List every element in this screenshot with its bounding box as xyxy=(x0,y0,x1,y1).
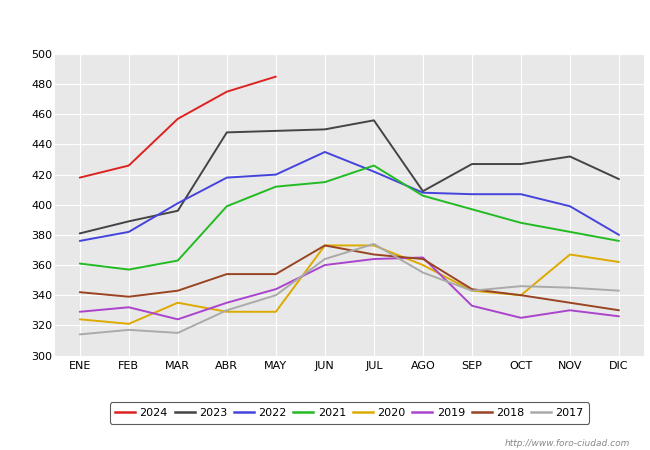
Text: Afiliados en Vall-llobrega a 31/5/2024: Afiliados en Vall-llobrega a 31/5/2024 xyxy=(170,11,480,29)
Legend: 2024, 2023, 2022, 2021, 2020, 2019, 2018, 2017: 2024, 2023, 2022, 2021, 2020, 2019, 2018… xyxy=(110,402,589,423)
Text: http://www.foro-ciudad.com: http://www.foro-ciudad.com xyxy=(505,439,630,448)
